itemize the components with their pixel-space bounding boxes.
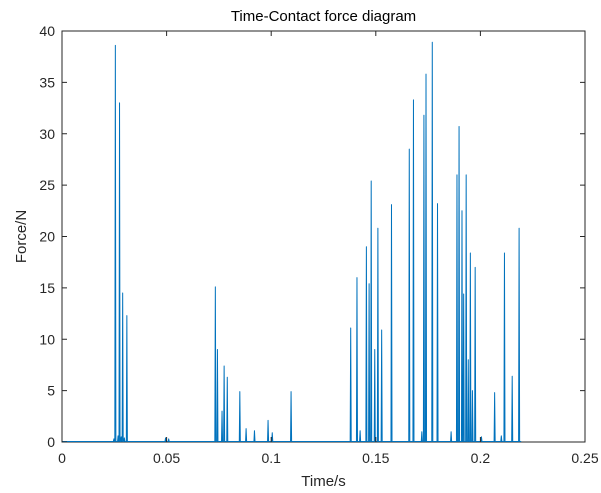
x-tick-label: 0.05 <box>153 450 180 466</box>
y-tick-label: 35 <box>39 74 55 90</box>
x-tick-label: 0.25 <box>571 450 598 466</box>
y-tick-label: 25 <box>39 177 55 193</box>
y-tick-label: 20 <box>39 229 55 245</box>
y-tick-label: 40 <box>39 23 55 39</box>
x-tick-label: 0.15 <box>362 450 389 466</box>
plot-area <box>61 30 586 443</box>
y-axis-ticks: 0 5 10 15 20 25 30 35 40 <box>39 23 585 450</box>
x-axis-ticks: 0 0.05 0.1 0.15 0.2 0.25 <box>58 31 599 466</box>
y-tick-label: 5 <box>47 383 55 399</box>
x-tick-label: 0.2 <box>471 450 491 466</box>
x-axis-label: Time/s <box>301 473 345 490</box>
chart-title: Time-Contact force diagram <box>231 8 416 25</box>
x-tick-label: 0 <box>58 450 66 466</box>
y-tick-label: 10 <box>39 331 55 347</box>
y-tick-label: 0 <box>47 434 55 450</box>
y-axis-label: Force/N <box>13 210 30 263</box>
y-tick-label: 15 <box>39 280 55 296</box>
y-tick-label: 30 <box>39 126 55 142</box>
x-tick-label: 0.1 <box>261 450 281 466</box>
